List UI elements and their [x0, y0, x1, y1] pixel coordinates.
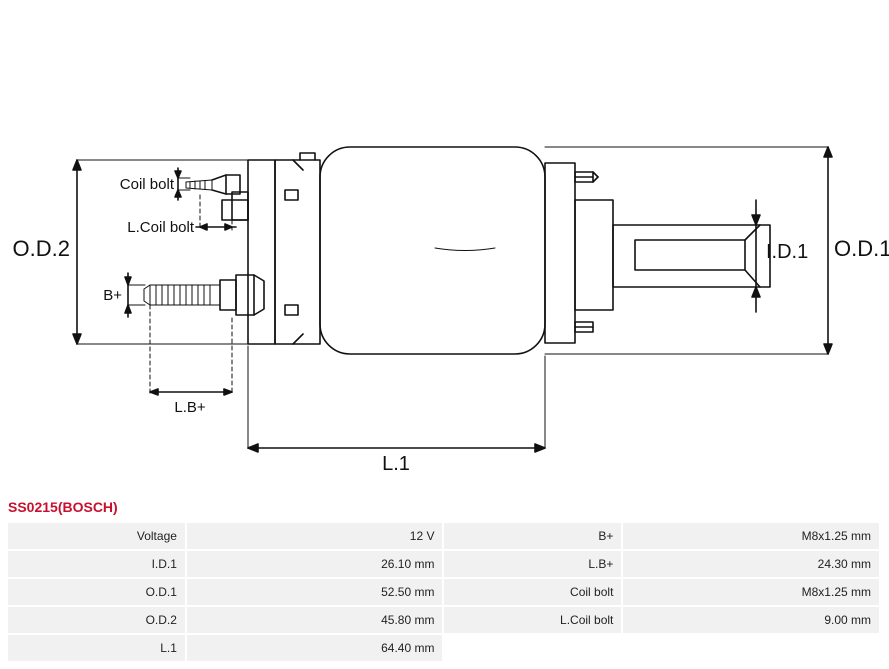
technical-drawing: O.D.2 O.D.1 I.D.1 L.1 Coil bolt L.Coil b… [0, 0, 889, 495]
label-l1: L.1 [382, 453, 410, 475]
label-od2: O.D.2 [13, 236, 70, 261]
spec-key: Coil bolt [444, 579, 621, 605]
spec-value: M8x1.25 mm [623, 579, 879, 605]
spec-value: 24.30 mm [623, 551, 879, 577]
table-row: Voltage12 VB+M8x1.25 mm [8, 523, 879, 549]
spec-key: I.D.1 [8, 551, 185, 577]
table-row: L.164.40 mm [8, 635, 879, 661]
spec-key: O.D.1 [8, 579, 185, 605]
label-id1: I.D.1 [766, 241, 808, 263]
spec-value: 12 V [187, 523, 443, 549]
table-row: O.D.152.50 mmCoil boltM8x1.25 mm [8, 579, 879, 605]
spec-key: B+ [444, 523, 621, 549]
spec-key: L.Coil bolt [444, 607, 621, 633]
spec-key: Voltage [8, 523, 185, 549]
spec-value: M8x1.25 mm [623, 523, 879, 549]
part-number-title: SS0215(BOSCH) [0, 495, 889, 521]
label-lb-plus: L.B+ [174, 399, 206, 416]
spec-key: L.1 [8, 635, 185, 661]
table-row: I.D.126.10 mmL.B+24.30 mm [8, 551, 879, 577]
label-b-plus: B+ [103, 287, 122, 304]
spec-value: 9.00 mm [623, 607, 879, 633]
spec-key: L.B+ [444, 551, 621, 577]
spec-value [623, 635, 879, 661]
label-od1: O.D.1 [834, 236, 889, 261]
spec-value: 64.40 mm [187, 635, 443, 661]
drawing-svg: O.D.2 O.D.1 I.D.1 L.1 Coil bolt L.Coil b… [0, 0, 889, 495]
label-coil-bolt: Coil bolt [120, 176, 175, 193]
spec-key [444, 635, 621, 661]
table-row: O.D.245.80 mmL.Coil bolt9.00 mm [8, 607, 879, 633]
label-l-coil-bolt: L.Coil bolt [127, 219, 195, 236]
spec-value: 52.50 mm [187, 579, 443, 605]
spec-value: 45.80 mm [187, 607, 443, 633]
spec-key: O.D.2 [8, 607, 185, 633]
spec-value: 26.10 mm [187, 551, 443, 577]
specs-table: Voltage12 VB+M8x1.25 mmI.D.126.10 mmL.B+… [6, 521, 881, 663]
